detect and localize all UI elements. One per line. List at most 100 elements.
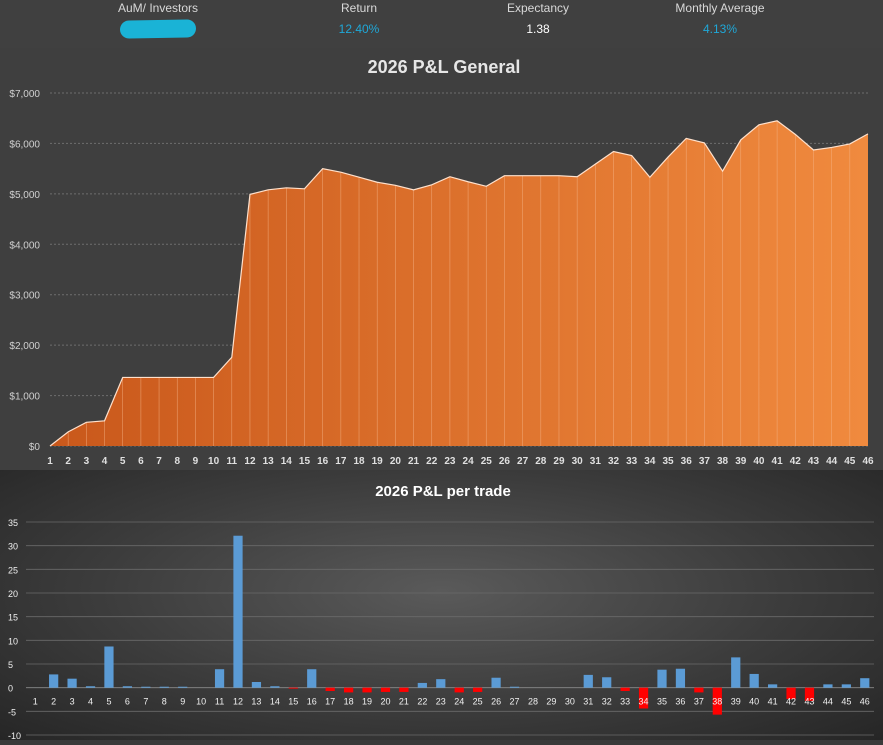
x-tick-label: 25 [481, 456, 493, 467]
x-tick-label: 44 [823, 697, 833, 707]
trade-bar [344, 688, 353, 693]
x-tick-label: 10 [196, 697, 206, 707]
x-tick-label: 26 [491, 697, 501, 707]
x-tick-label: 20 [390, 456, 402, 467]
x-tick-label: 38 [717, 456, 729, 467]
monthly-average-value: 4.13% [703, 22, 737, 36]
trade-bar [86, 686, 95, 687]
x-tick-label: 22 [426, 456, 438, 467]
pl-general-panel: 2026 P&L General $0$1,000$2,000$3,000$4,… [0, 48, 883, 470]
y-tick-label: 20 [8, 589, 18, 599]
trade-bar [289, 688, 298, 689]
pl-area [50, 121, 868, 446]
y-tick-label: 15 [8, 613, 18, 623]
y-tick-label: $6,000 [9, 139, 40, 150]
trade-bar [381, 688, 390, 692]
x-tick-label: 46 [862, 456, 874, 467]
trade-bar [399, 688, 408, 692]
x-tick-label: 7 [143, 697, 148, 707]
chart-title: 2026 P&L per trade [375, 483, 511, 500]
x-tick-label: 43 [804, 697, 814, 707]
y-tick-label: 5 [8, 660, 13, 670]
x-tick-label: 34 [644, 456, 656, 467]
trade-bar [768, 684, 777, 687]
x-tick-label: 6 [138, 456, 144, 467]
x-tick-label: 35 [657, 697, 667, 707]
trade-bar [418, 683, 427, 688]
x-tick-label: 1 [47, 456, 53, 467]
x-tick-label: 7 [156, 456, 162, 467]
x-tick-label: 5 [120, 456, 126, 467]
trade-bar [455, 688, 464, 693]
trade-bar [860, 678, 869, 687]
x-tick-label: 9 [180, 697, 185, 707]
y-tick-label: $5,000 [9, 190, 40, 201]
x-tick-label: 24 [463, 456, 475, 467]
trade-bar [584, 675, 593, 688]
x-tick-label: 28 [528, 697, 538, 707]
y-tick-label: -10 [8, 731, 21, 740]
trade-bar [160, 687, 169, 688]
x-tick-label: 10 [208, 456, 220, 467]
trade-bar [676, 669, 685, 688]
x-tick-label: 4 [102, 456, 108, 467]
x-tick-label: 19 [372, 456, 384, 467]
x-tick-label: 12 [244, 456, 256, 467]
y-tick-label: $4,000 [9, 240, 40, 251]
y-tick-label: $7,000 [9, 89, 40, 100]
y-tick-label: $2,000 [9, 341, 40, 352]
x-tick-label: 17 [335, 456, 347, 467]
trade-bar [823, 684, 832, 687]
return-value: 12.40% [339, 22, 380, 36]
aum-label: AuM/ Investors [118, 1, 198, 15]
x-tick-label: 37 [694, 697, 704, 707]
x-tick-label: 8 [162, 697, 167, 707]
return-label: Return [341, 1, 377, 15]
x-tick-label: 3 [70, 697, 75, 707]
x-tick-label: 37 [699, 456, 711, 467]
x-tick-label: 9 [193, 456, 199, 467]
trade-bar [731, 657, 740, 687]
x-tick-label: 39 [735, 456, 747, 467]
x-tick-label: 43 [808, 456, 820, 467]
x-tick-label: 21 [399, 697, 409, 707]
x-tick-label: 45 [841, 697, 851, 707]
x-tick-label: 17 [325, 697, 335, 707]
x-tick-label: 42 [786, 697, 796, 707]
x-tick-label: 35 [662, 456, 674, 467]
x-tick-label: 40 [749, 697, 759, 707]
x-tick-label: 16 [317, 456, 329, 467]
trade-bar [270, 686, 279, 687]
monthly-average-label: Monthly Average [675, 1, 764, 15]
trade-bar [473, 688, 482, 692]
x-tick-label: 6 [125, 697, 130, 707]
trade-bar [307, 669, 316, 687]
aum-redaction [120, 19, 196, 38]
x-tick-label: 46 [860, 697, 870, 707]
x-tick-label: 30 [572, 456, 584, 467]
x-tick-label: 19 [362, 697, 372, 707]
y-tick-label: 35 [8, 518, 18, 528]
y-tick-label: $0 [29, 442, 41, 453]
trade-bar [750, 674, 759, 688]
x-tick-label: 41 [772, 456, 784, 467]
x-tick-label: 33 [626, 456, 638, 467]
y-tick-label: 30 [8, 542, 18, 552]
x-tick-label: 4 [88, 697, 93, 707]
pl-general-chart: 2026 P&L General $0$1,000$2,000$3,000$4,… [0, 48, 883, 470]
trade-bar [436, 679, 445, 688]
trade-bar [326, 688, 335, 691]
x-tick-label: 45 [844, 456, 856, 467]
x-tick-label: 31 [583, 697, 593, 707]
x-tick-label: 31 [590, 456, 602, 467]
expectancy-value: 1.38 [526, 22, 549, 36]
x-tick-label: 24 [454, 697, 464, 707]
x-tick-label: 29 [546, 697, 556, 707]
x-tick-label: 15 [299, 456, 311, 467]
x-tick-label: 1 [33, 697, 38, 707]
trade-bar [694, 688, 703, 693]
trade-bar [233, 536, 242, 688]
trade-bar [491, 678, 500, 688]
x-tick-label: 22 [417, 697, 427, 707]
stats-bar: AuM/ Investors Return 12.40% Expectancy … [0, 0, 883, 48]
